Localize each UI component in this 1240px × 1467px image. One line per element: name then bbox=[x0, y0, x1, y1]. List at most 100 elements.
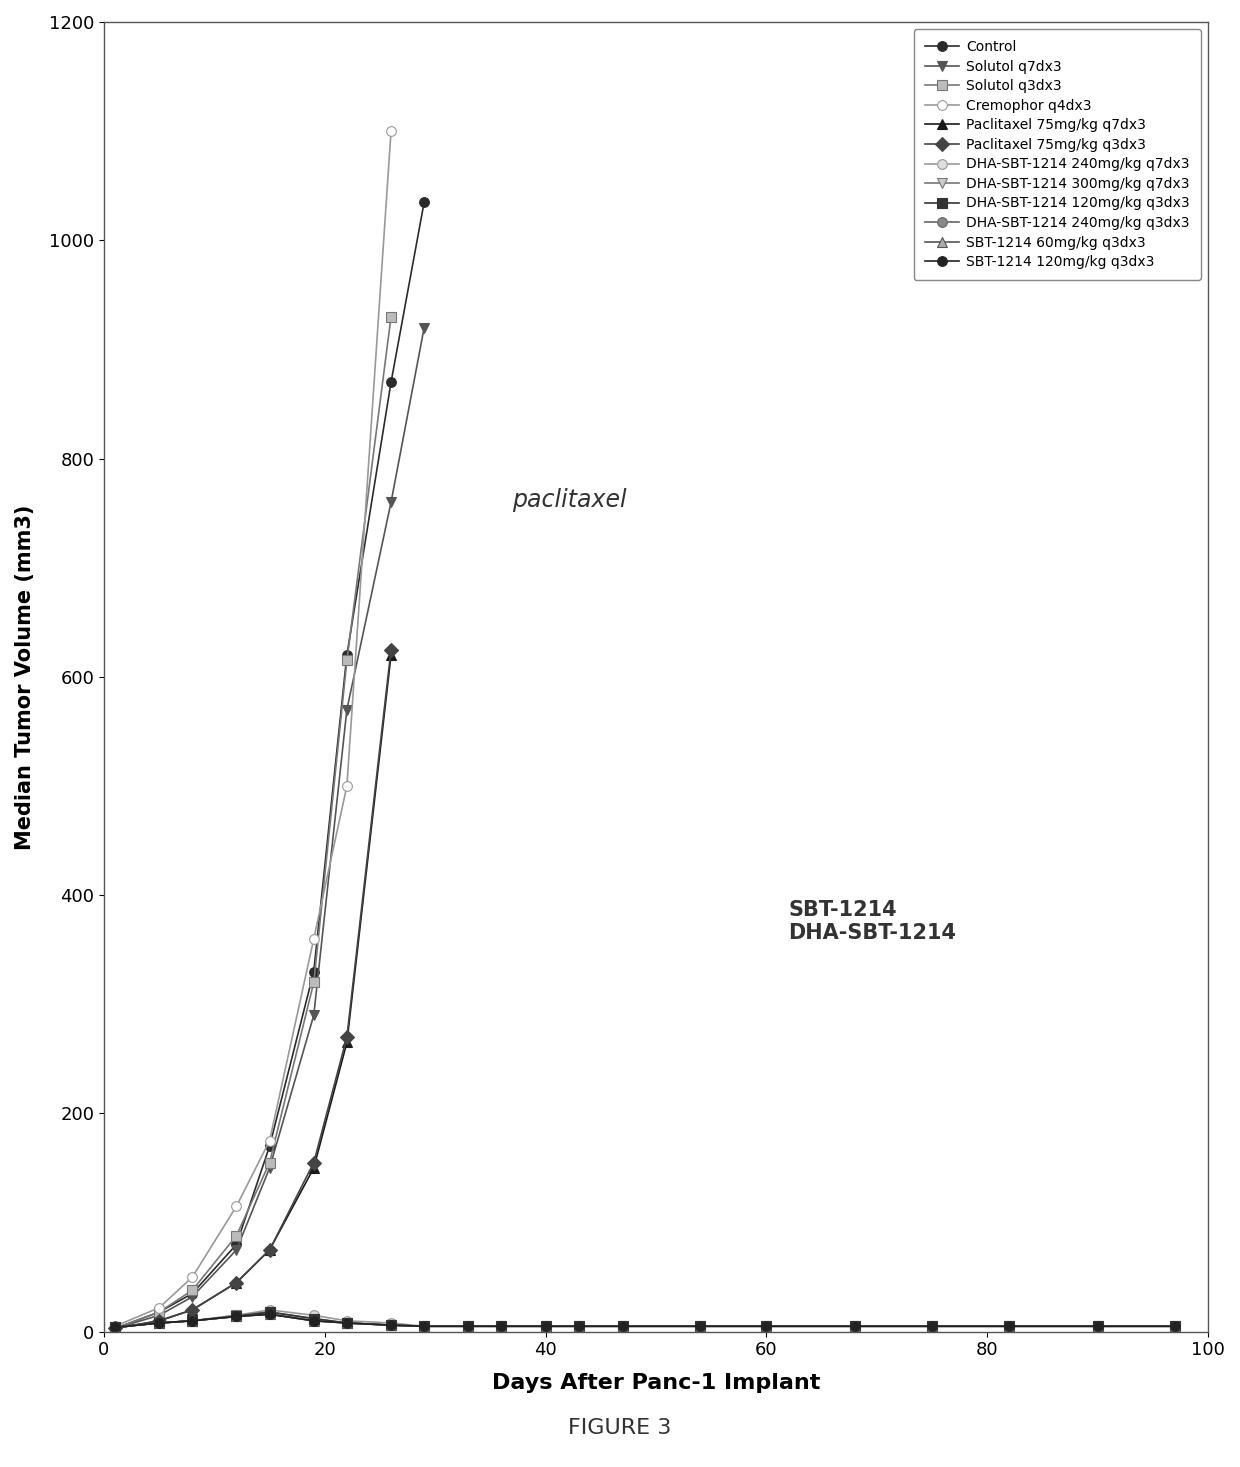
Control bbox=[108, 1320, 123, 1338]
SBT-1214 60mg/kg q3dx3 bbox=[615, 1317, 630, 1335]
SBT-1214 120mg/kg q3dx3 bbox=[229, 1307, 244, 1325]
Line: DHA-SBT-1214 240mg/kg q7dx3: DHA-SBT-1214 240mg/kg q7dx3 bbox=[110, 1306, 1179, 1332]
Solutol q3dx3 bbox=[383, 308, 398, 326]
Paclitaxel 75mg/kg q3dx3 bbox=[185, 1301, 200, 1319]
DHA-SBT-1214 240mg/kg q7dx3 bbox=[262, 1301, 277, 1319]
SBT-1214 120mg/kg q3dx3 bbox=[538, 1317, 553, 1335]
DHA-SBT-1214 300mg/kg q7dx3 bbox=[925, 1317, 940, 1335]
DHA-SBT-1214 300mg/kg q7dx3 bbox=[1168, 1317, 1183, 1335]
DHA-SBT-1214 300mg/kg q7dx3 bbox=[417, 1317, 432, 1335]
Solutol q3dx3 bbox=[340, 651, 355, 669]
Paclitaxel 75mg/kg q7dx3 bbox=[340, 1034, 355, 1052]
Solutol q7dx3 bbox=[151, 1307, 166, 1325]
DHA-SBT-1214 240mg/kg q7dx3 bbox=[340, 1311, 355, 1329]
Solutol q3dx3 bbox=[229, 1226, 244, 1244]
Solutol q7dx3 bbox=[383, 493, 398, 511]
DHA-SBT-1214 120mg/kg q3dx3 bbox=[185, 1311, 200, 1329]
DHA-SBT-1214 300mg/kg q7dx3 bbox=[461, 1317, 476, 1335]
DHA-SBT-1214 300mg/kg q7dx3 bbox=[383, 1316, 398, 1334]
DHA-SBT-1214 240mg/kg q7dx3 bbox=[1090, 1317, 1105, 1335]
Control bbox=[417, 194, 432, 211]
SBT-1214 120mg/kg q3dx3 bbox=[108, 1319, 123, 1336]
Solutol q3dx3 bbox=[306, 974, 321, 992]
SBT-1214 120mg/kg q3dx3 bbox=[151, 1314, 166, 1332]
DHA-SBT-1214 240mg/kg q7dx3 bbox=[185, 1311, 200, 1329]
DHA-SBT-1214 240mg/kg q3dx3 bbox=[847, 1317, 862, 1335]
DHA-SBT-1214 120mg/kg q3dx3 bbox=[925, 1317, 940, 1335]
Legend: Control, Solutol q7dx3, Solutol q3dx3, Cremophor q4dx3, Paclitaxel 75mg/kg q7dx3: Control, Solutol q7dx3, Solutol q3dx3, C… bbox=[914, 29, 1202, 280]
Text: paclitaxel: paclitaxel bbox=[512, 487, 627, 512]
DHA-SBT-1214 300mg/kg q7dx3 bbox=[1090, 1317, 1105, 1335]
DHA-SBT-1214 120mg/kg q3dx3 bbox=[847, 1317, 862, 1335]
SBT-1214 120mg/kg q3dx3 bbox=[340, 1314, 355, 1332]
Cremophor q4dx3 bbox=[229, 1197, 244, 1215]
DHA-SBT-1214 120mg/kg q3dx3 bbox=[538, 1317, 553, 1335]
Paclitaxel 75mg/kg q7dx3 bbox=[108, 1320, 123, 1338]
Line: Paclitaxel 75mg/kg q3dx3: Paclitaxel 75mg/kg q3dx3 bbox=[110, 644, 396, 1334]
Control bbox=[151, 1303, 166, 1320]
DHA-SBT-1214 240mg/kg q7dx3 bbox=[615, 1317, 630, 1335]
SBT-1214 120mg/kg q3dx3 bbox=[1168, 1317, 1183, 1335]
DHA-SBT-1214 120mg/kg q3dx3 bbox=[693, 1317, 708, 1335]
SBT-1214 120mg/kg q3dx3 bbox=[262, 1306, 277, 1323]
Cremophor q4dx3 bbox=[340, 778, 355, 795]
DHA-SBT-1214 240mg/kg q7dx3 bbox=[417, 1317, 432, 1335]
DHA-SBT-1214 120mg/kg q3dx3 bbox=[1090, 1317, 1105, 1335]
Paclitaxel 75mg/kg q3dx3 bbox=[306, 1153, 321, 1171]
Line: Cremophor q4dx3: Cremophor q4dx3 bbox=[110, 126, 396, 1331]
Paclitaxel 75mg/kg q3dx3 bbox=[383, 641, 398, 659]
DHA-SBT-1214 240mg/kg q7dx3 bbox=[1168, 1317, 1183, 1335]
DHA-SBT-1214 120mg/kg q3dx3 bbox=[494, 1317, 508, 1335]
DHA-SBT-1214 120mg/kg q3dx3 bbox=[572, 1317, 587, 1335]
Paclitaxel 75mg/kg q3dx3 bbox=[108, 1320, 123, 1338]
SBT-1214 120mg/kg q3dx3 bbox=[1002, 1317, 1017, 1335]
Control bbox=[262, 1137, 277, 1155]
Solutol q7dx3 bbox=[340, 701, 355, 719]
SBT-1214 120mg/kg q3dx3 bbox=[847, 1317, 862, 1335]
DHA-SBT-1214 240mg/kg q7dx3 bbox=[847, 1317, 862, 1335]
DHA-SBT-1214 240mg/kg q7dx3 bbox=[108, 1319, 123, 1336]
Control bbox=[383, 374, 398, 392]
Paclitaxel 75mg/kg q3dx3 bbox=[262, 1241, 277, 1259]
DHA-SBT-1214 120mg/kg q3dx3 bbox=[383, 1316, 398, 1334]
SBT-1214 120mg/kg q3dx3 bbox=[1090, 1317, 1105, 1335]
SBT-1214 120mg/kg q3dx3 bbox=[615, 1317, 630, 1335]
Cremophor q4dx3 bbox=[262, 1133, 277, 1150]
DHA-SBT-1214 300mg/kg q7dx3 bbox=[306, 1310, 321, 1328]
Paclitaxel 75mg/kg q3dx3 bbox=[229, 1273, 244, 1291]
DHA-SBT-1214 300mg/kg q7dx3 bbox=[538, 1317, 553, 1335]
SBT-1214 60mg/kg q3dx3 bbox=[572, 1317, 587, 1335]
SBT-1214 60mg/kg q3dx3 bbox=[461, 1317, 476, 1335]
SBT-1214 60mg/kg q3dx3 bbox=[494, 1317, 508, 1335]
DHA-SBT-1214 240mg/kg q3dx3 bbox=[229, 1307, 244, 1325]
Solutol q7dx3 bbox=[306, 1006, 321, 1024]
SBT-1214 60mg/kg q3dx3 bbox=[185, 1311, 200, 1329]
DHA-SBT-1214 240mg/kg q7dx3 bbox=[461, 1317, 476, 1335]
DHA-SBT-1214 300mg/kg q7dx3 bbox=[262, 1303, 277, 1320]
Line: Solutol q7dx3: Solutol q7dx3 bbox=[110, 323, 429, 1334]
DHA-SBT-1214 300mg/kg q7dx3 bbox=[229, 1307, 244, 1325]
DHA-SBT-1214 120mg/kg q3dx3 bbox=[306, 1310, 321, 1328]
SBT-1214 60mg/kg q3dx3 bbox=[108, 1319, 123, 1336]
DHA-SBT-1214 240mg/kg q7dx3 bbox=[306, 1307, 321, 1325]
DHA-SBT-1214 300mg/kg q7dx3 bbox=[340, 1314, 355, 1332]
DHA-SBT-1214 300mg/kg q7dx3 bbox=[693, 1317, 708, 1335]
Line: SBT-1214 60mg/kg q3dx3: SBT-1214 60mg/kg q3dx3 bbox=[110, 1310, 1179, 1332]
Solutol q3dx3 bbox=[108, 1320, 123, 1338]
SBT-1214 60mg/kg q3dx3 bbox=[759, 1317, 774, 1335]
Solutol q7dx3 bbox=[417, 318, 432, 336]
DHA-SBT-1214 240mg/kg q3dx3 bbox=[1090, 1317, 1105, 1335]
DHA-SBT-1214 120mg/kg q3dx3 bbox=[759, 1317, 774, 1335]
SBT-1214 120mg/kg q3dx3 bbox=[494, 1317, 508, 1335]
DHA-SBT-1214 240mg/kg q7dx3 bbox=[693, 1317, 708, 1335]
Text: SBT-1214
DHA-SBT-1214: SBT-1214 DHA-SBT-1214 bbox=[789, 899, 956, 943]
DHA-SBT-1214 240mg/kg q3dx3 bbox=[1002, 1317, 1017, 1335]
DHA-SBT-1214 120mg/kg q3dx3 bbox=[340, 1314, 355, 1332]
DHA-SBT-1214 240mg/kg q3dx3 bbox=[262, 1306, 277, 1323]
DHA-SBT-1214 300mg/kg q7dx3 bbox=[615, 1317, 630, 1335]
Line: Paclitaxel 75mg/kg q7dx3: Paclitaxel 75mg/kg q7dx3 bbox=[110, 650, 396, 1334]
Solutol q7dx3 bbox=[108, 1320, 123, 1338]
Line: Solutol q3dx3: Solutol q3dx3 bbox=[110, 312, 396, 1334]
Text: FIGURE 3: FIGURE 3 bbox=[568, 1417, 672, 1438]
DHA-SBT-1214 120mg/kg q3dx3 bbox=[1168, 1317, 1183, 1335]
